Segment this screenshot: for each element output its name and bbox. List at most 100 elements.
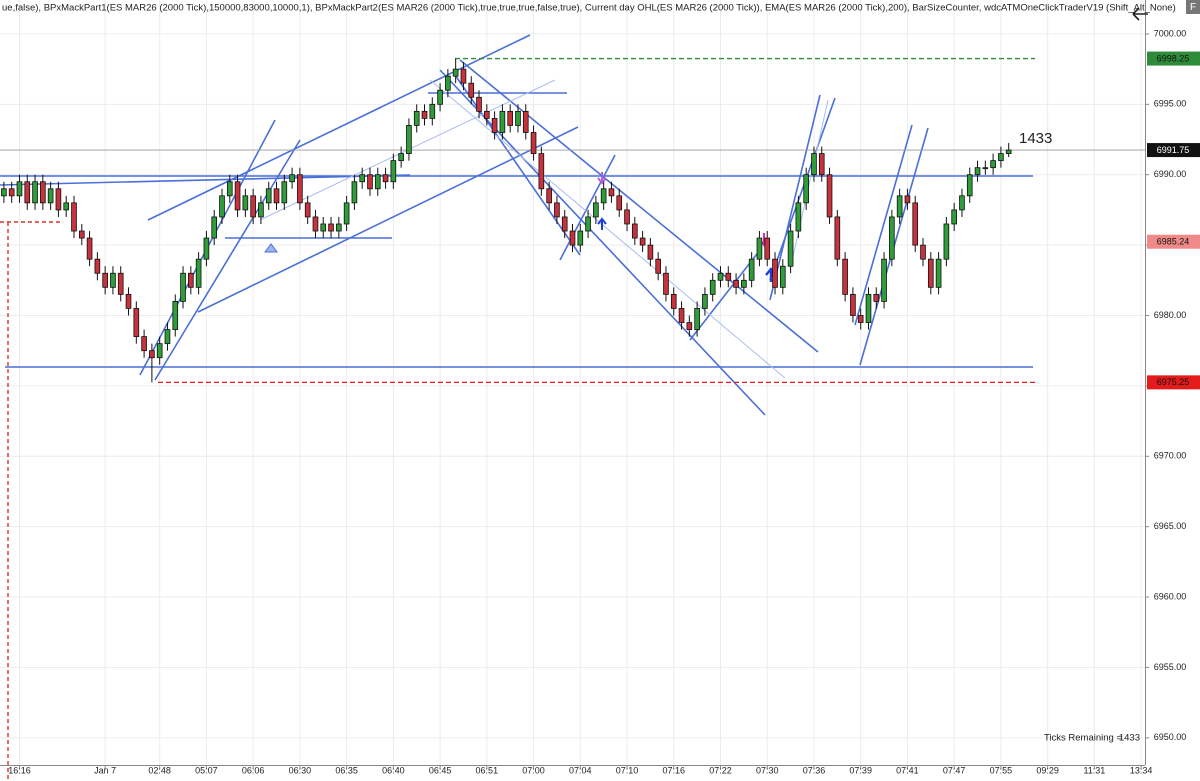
candle-body bbox=[1, 188, 7, 197]
price-marker bbox=[1147, 234, 1200, 249]
price-marker bbox=[1147, 143, 1200, 158]
price-marker bbox=[1147, 51, 1200, 66]
back-button[interactable] bbox=[1132, 7, 1148, 21]
candle-body bbox=[71, 202, 77, 232]
candle-body bbox=[725, 272, 732, 281]
candle-body bbox=[561, 216, 568, 232]
candle-body bbox=[367, 174, 373, 190]
candle-body bbox=[795, 202, 802, 232]
candle-body bbox=[1005, 149, 1012, 154]
candle-body bbox=[577, 230, 584, 246]
x-tick-label: 07:41 bbox=[896, 765, 919, 775]
candle-body bbox=[966, 174, 973, 197]
candle-body bbox=[912, 202, 919, 246]
candle-body bbox=[468, 82, 475, 98]
x-tick-label: 07:36 bbox=[803, 765, 826, 775]
candle-body bbox=[639, 237, 646, 246]
candle-body bbox=[935, 258, 942, 288]
candle-body bbox=[748, 258, 755, 281]
candle-body bbox=[281, 181, 288, 204]
candle-body bbox=[779, 265, 786, 288]
drawings bbox=[0, 34, 1033, 781]
candle-body bbox=[959, 195, 965, 211]
trend-line bbox=[769, 97, 836, 281]
signal-triangle bbox=[264, 243, 278, 253]
candle-body bbox=[593, 202, 599, 218]
candle-body bbox=[195, 258, 202, 288]
candle-body bbox=[445, 75, 451, 91]
candle-body bbox=[234, 181, 241, 211]
candle-body bbox=[756, 237, 763, 260]
y-tick-label: 6950.00 bbox=[1154, 732, 1187, 742]
candle-body bbox=[406, 125, 412, 154]
x-tick-label: 07:04 bbox=[569, 765, 592, 775]
y-tick-label: 6960.00 bbox=[1154, 591, 1187, 601]
trend-line bbox=[154, 139, 301, 381]
candle-body bbox=[857, 315, 864, 323]
candle-body bbox=[530, 132, 537, 154]
x-tick-label: 06:06 bbox=[242, 765, 265, 775]
candle-body bbox=[826, 174, 833, 218]
candle-body bbox=[226, 181, 233, 197]
candle-body bbox=[110, 272, 116, 288]
candle-body bbox=[484, 110, 490, 119]
candle-body bbox=[312, 216, 319, 232]
candle-body bbox=[678, 308, 685, 323]
candle-body bbox=[273, 188, 280, 204]
x-tick-label: 06:40 bbox=[382, 765, 405, 775]
candle-body bbox=[990, 160, 996, 169]
candle-body bbox=[491, 117, 498, 133]
x-tick-label: 06:45 bbox=[429, 765, 452, 775]
candle-body bbox=[359, 174, 366, 183]
candle-body bbox=[943, 223, 950, 260]
candle-body bbox=[94, 258, 101, 274]
candle-body bbox=[522, 110, 529, 133]
candle-body bbox=[437, 89, 443, 105]
candle-body bbox=[16, 181, 23, 197]
x-tick-label: 07:22 bbox=[709, 765, 732, 775]
candle-body bbox=[811, 153, 817, 176]
candle-body bbox=[709, 279, 716, 295]
y-tick-label: 6980.00 bbox=[1154, 310, 1187, 320]
candle-body bbox=[336, 223, 342, 232]
x-tick-label: 06:35 bbox=[335, 765, 358, 775]
corner-button[interactable] bbox=[1186, 0, 1200, 14]
candle-body bbox=[188, 272, 194, 288]
x-tick-label: 07:30 bbox=[756, 765, 779, 775]
candle-body bbox=[86, 237, 93, 260]
x-tick-label: 07:10 bbox=[616, 765, 639, 775]
signal-arrow bbox=[597, 217, 607, 230]
candle-body bbox=[429, 103, 436, 119]
candle-body bbox=[203, 237, 210, 260]
trend-line bbox=[454, 74, 581, 256]
candle-body bbox=[764, 237, 771, 260]
indicator-header: ue,false), BPxMackPart1(ES MAR26 (2000 T… bbox=[2, 3, 1176, 14]
candle-body bbox=[904, 195, 911, 204]
candle-body bbox=[476, 96, 482, 112]
candle-body bbox=[24, 181, 31, 204]
candle-body bbox=[818, 153, 825, 176]
corner-button-label[interactable]: F bbox=[1190, 2, 1196, 13]
candle-body bbox=[772, 258, 778, 288]
y-tick-label: 6990.00 bbox=[1154, 169, 1187, 179]
candle-body bbox=[546, 188, 552, 204]
y-tick-label: 6970.00 bbox=[1154, 451, 1187, 461]
candle-body bbox=[55, 188, 62, 211]
candle-body bbox=[398, 153, 404, 162]
candle-body bbox=[515, 110, 521, 126]
candle-body bbox=[47, 188, 54, 204]
trend-line bbox=[459, 59, 819, 353]
candle-body bbox=[382, 174, 389, 183]
price-marker bbox=[1147, 375, 1200, 390]
y-tick-label: 6965.00 bbox=[1154, 521, 1187, 531]
candle-body bbox=[460, 68, 467, 84]
candle-body bbox=[421, 110, 428, 119]
x-tick-label: 07:55 bbox=[990, 765, 1013, 775]
x-tick-label: 02:48 bbox=[148, 765, 171, 775]
candle-body bbox=[951, 209, 957, 225]
candle-body bbox=[343, 202, 350, 225]
price-marker-label: 6975.25 bbox=[1157, 377, 1190, 387]
candle-body bbox=[320, 223, 327, 232]
candle-body bbox=[452, 68, 459, 77]
